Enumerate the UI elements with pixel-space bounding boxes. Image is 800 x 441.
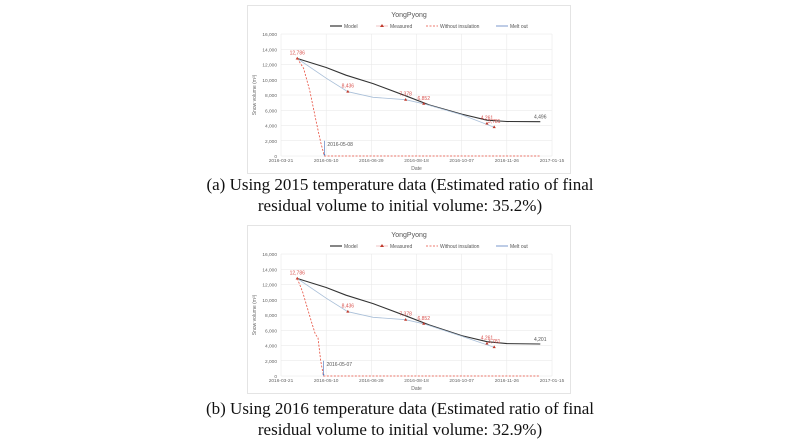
legend-swatch-measured: [380, 244, 384, 247]
measured-label: 7,378: [399, 92, 412, 98]
y-axis-label: Snow volume (m³): [252, 74, 258, 115]
measured-point: [346, 89, 350, 93]
y-tick-label: 16,000: [262, 252, 277, 258]
chart-title: YongPyong: [391, 12, 427, 19]
model-line: [297, 57, 541, 123]
y-tick-label: 4,000: [265, 124, 277, 130]
measured-point: [295, 276, 299, 280]
measured-label: 12,786: [290, 51, 306, 57]
chart-a: YongPyong Model Measured Without insulation…: [252, 12, 565, 172]
legend-label: Model: [344, 24, 358, 30]
y-tick-label: 4,000: [265, 344, 277, 350]
caption-a: (a) Using 2015 temperature data (Estimat…: [0, 174, 800, 216]
x-tick-label: 2016-08-18: [404, 378, 429, 384]
legend-label: Melt out: [510, 244, 528, 250]
measured-label: 12,786: [290, 271, 306, 277]
measured-point: [295, 56, 299, 60]
measured-label: 6,852: [417, 96, 430, 102]
measured-label: 7,378: [399, 312, 412, 318]
melt-out-arrowhead: [322, 374, 325, 376]
caption-b: (b) Using 2016 temperature data (Estimat…: [0, 398, 800, 440]
measured-trend-line: [297, 58, 495, 128]
without-insulation-line: [296, 58, 541, 157]
y-tick-label: 10,000: [262, 78, 277, 84]
measured-label: 8,436: [342, 84, 355, 90]
x-tick-label: 2016-11-26: [495, 378, 520, 384]
melt-out-label: 2016-05-07: [326, 362, 352, 368]
y-tick-label: 14,000: [262, 267, 277, 273]
legend-label: Melt out: [510, 24, 528, 30]
x-tick-label: 2016-10-07: [449, 378, 474, 384]
caption-b-line1: (b) Using 2016 temperature data (Estimat…: [205, 399, 595, 418]
caption-b-line2: residual volume to initial volume: 32.9%…: [257, 420, 543, 439]
legend-label: Measured: [390, 244, 412, 250]
measured-point: [492, 345, 496, 349]
x-tick-label: 2017-01-15: [540, 158, 565, 164]
x-tick-label: 2016-11-26: [495, 158, 520, 164]
measured-point: [485, 341, 489, 345]
measured-label: 6,852: [417, 316, 430, 322]
x-axis-label: Date: [411, 386, 422, 392]
x-tick-label: 2016-06-29: [359, 158, 384, 164]
y-tick-label: 14,000: [262, 47, 277, 53]
melt-out-arrowhead: [323, 154, 326, 156]
x-tick-label: 2017-01-15: [540, 378, 565, 384]
x-tick-label: 2016-05-10: [314, 158, 339, 164]
x-axis-label: Date: [411, 166, 422, 172]
measured-point: [422, 101, 426, 105]
y-axis-label: Snow volume (m³): [252, 294, 258, 335]
caption-a-line1: (a) Using 2015 temperature data (Estimat…: [206, 175, 594, 194]
x-tick-label: 2016-05-10: [314, 378, 339, 384]
measured-label: 4,261: [481, 116, 494, 122]
legend-label: Measured: [390, 24, 412, 30]
final-value-label: 4,201: [534, 337, 547, 343]
legend-swatch-measured: [380, 24, 384, 27]
legend-label: Model: [344, 244, 358, 250]
x-tick-label: 2016-10-07: [449, 158, 474, 164]
chart-panel-b: YongPyong Model Measured Without insulation…: [247, 225, 571, 394]
final-value-label: 4,496: [534, 115, 547, 121]
measured-point: [404, 317, 408, 321]
model-line: [297, 277, 541, 345]
caption-a-line2: residual volume to initial volume: 35.2%…: [257, 196, 543, 215]
measured-label: 8,436: [342, 304, 355, 310]
x-tick-label: 2016-06-29: [359, 378, 384, 384]
measured-point: [404, 97, 408, 101]
measured-label: 4,261: [481, 336, 494, 342]
chart-title: YongPyong: [391, 232, 427, 239]
measured-point: [485, 121, 489, 125]
x-tick-label: 2016-03-21: [269, 158, 294, 164]
y-tick-label: 10,000: [262, 298, 277, 304]
x-tick-label: 2016-08-18: [404, 158, 429, 164]
x-tick-label: 2016-03-21: [269, 378, 294, 384]
measured-point: [492, 125, 496, 129]
measured-point: [346, 309, 350, 313]
y-tick-label: 0: [274, 154, 277, 160]
y-tick-label: 12,000: [262, 283, 277, 289]
measured-trend-line: [297, 278, 495, 348]
y-tick-label: 6,000: [265, 108, 277, 114]
y-tick-label: 6,000: [265, 328, 277, 334]
legend-label: Without insulation: [440, 24, 480, 30]
y-tick-label: 8,000: [265, 313, 277, 319]
measured-point: [422, 321, 426, 325]
chart-b: YongPyong Model Measured Without insulation…: [252, 232, 565, 392]
y-tick-label: 16,000: [262, 32, 277, 38]
y-tick-label: 0: [274, 374, 277, 380]
y-tick-label: 8,000: [265, 93, 277, 99]
melt-out-label: 2016-05-08: [327, 142, 353, 148]
measured-label: 3,781: [488, 119, 501, 125]
y-tick-label: 2,000: [265, 359, 277, 365]
y-tick-label: 2,000: [265, 139, 277, 145]
legend-label: Without insulation: [440, 244, 480, 250]
y-tick-label: 12,000: [262, 63, 277, 69]
measured-label: 3,781: [488, 339, 501, 345]
chart-panel-a: YongPyong Model Measured Without insulation…: [247, 5, 571, 174]
